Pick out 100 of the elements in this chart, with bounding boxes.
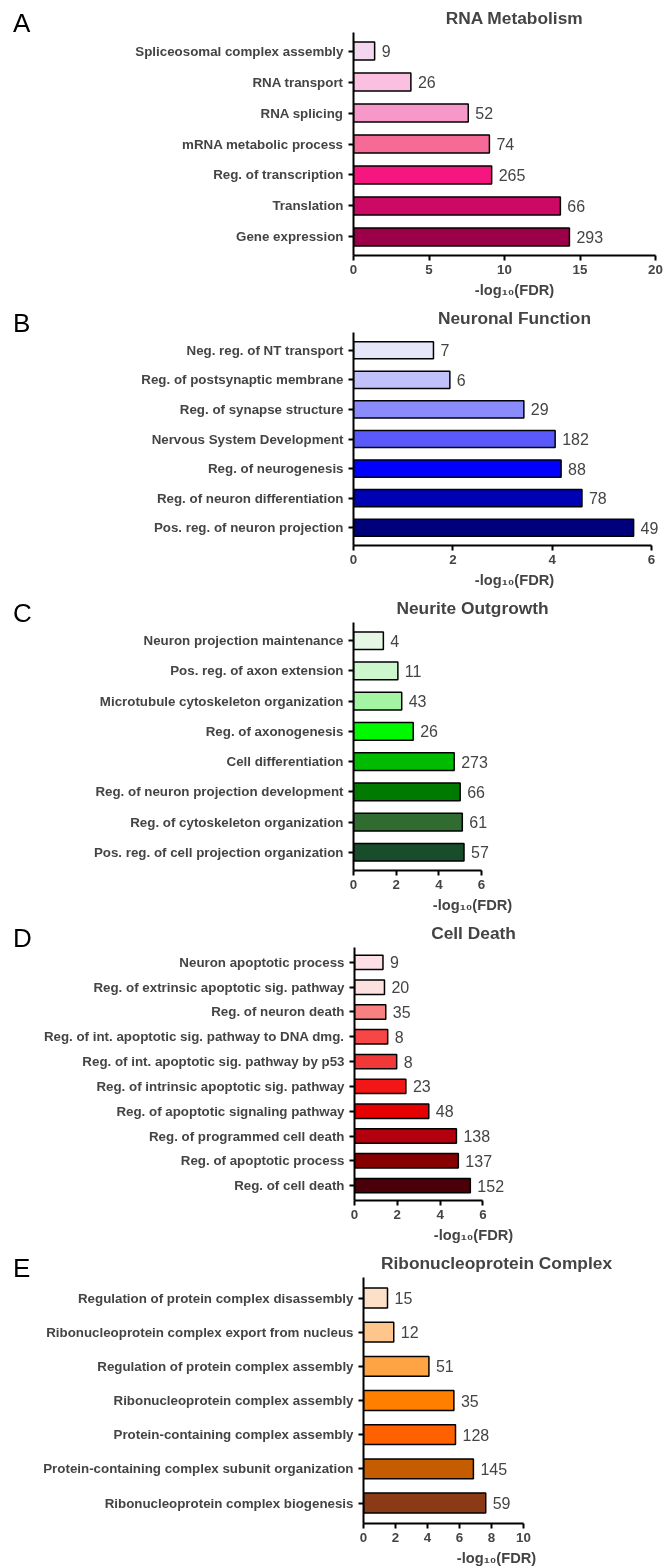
y-tick-label: Protein-containing complex assembly bbox=[113, 1427, 355, 1443]
y-tick-label: Reg. of neurogenesis bbox=[207, 461, 344, 477]
y-tick-label: Protein-containing complex subunit organization bbox=[43, 1461, 354, 1477]
x-tick-label: 4 bbox=[436, 1206, 445, 1222]
text: B bbox=[13, 307, 31, 340]
x-tick-label: 2 bbox=[391, 1529, 400, 1545]
annotation: 88 bbox=[568, 460, 587, 478]
y-tick-label: Regulation of protein complex assembly bbox=[97, 1358, 355, 1374]
x-tick-label: 4 bbox=[548, 551, 557, 567]
x-tick-label: 2 bbox=[392, 876, 400, 892]
x-tick-label: 10 bbox=[516, 1529, 531, 1545]
annotation: 59 bbox=[492, 1495, 511, 1512]
y-tick-label: Translation bbox=[272, 198, 344, 214]
y-tick-label: Reg. of apoptotic signaling pathway bbox=[116, 1103, 346, 1119]
y-tick-label: Ribonucleoprotein complex assembly bbox=[113, 1393, 355, 1408]
x-tick-label: 0 bbox=[349, 261, 358, 277]
x-tick-label: 5 bbox=[425, 261, 434, 277]
y-tick-label: Pos. reg. of cell projection organization bbox=[93, 844, 344, 860]
y-tick-label: Reg. of int. apoptotic sig. pathway by p53 bbox=[82, 1054, 345, 1070]
annotation: 8 bbox=[394, 1028, 404, 1046]
y-tick-label: Cell differentiation bbox=[226, 754, 344, 770]
annotation: 15 bbox=[394, 1290, 413, 1307]
annotation: 12 bbox=[400, 1324, 419, 1342]
y-tick-label: Reg. of synapse structure bbox=[179, 401, 344, 417]
annotation: 9 bbox=[389, 954, 399, 972]
annotation: 26 bbox=[420, 723, 439, 741]
annotation: 43 bbox=[408, 693, 427, 711]
annotation: 138 bbox=[463, 1128, 491, 1146]
y-tick-label: Neuron projection maintenance bbox=[143, 633, 344, 649]
y-tick-label: Pos. reg. of neuron projection bbox=[153, 520, 344, 536]
x-tick-label: 20 bbox=[648, 261, 663, 277]
chart-title: Ribonucleoprotein Complex bbox=[380, 1252, 613, 1273]
annotation: 51 bbox=[435, 1358, 454, 1376]
y-tick-label: Neg. reg. of NT transport bbox=[186, 342, 345, 358]
annotation: 128 bbox=[462, 1426, 490, 1444]
y-tick-label: mRNA metabolic process bbox=[182, 136, 344, 152]
y-tick-label: RNA transport bbox=[252, 74, 344, 90]
annotation: 8 bbox=[403, 1053, 413, 1071]
y-tick-label: Ribonucleoprotein complex biogenesis bbox=[104, 1495, 354, 1511]
y-tick-label: Reg. of apoptotic process bbox=[180, 1153, 345, 1169]
annotation: 26 bbox=[417, 74, 436, 92]
text: A bbox=[13, 7, 31, 40]
annotation: 293 bbox=[576, 228, 604, 246]
chart-title: RNA Metabolism bbox=[445, 7, 583, 28]
y-tick-label: Reg. of transcription bbox=[213, 167, 344, 183]
y-tick-label: Nervous System Development bbox=[151, 431, 345, 447]
x-tick-label: 0 bbox=[359, 1529, 368, 1545]
x-tick-label: 6 bbox=[477, 876, 486, 892]
annotation: 29 bbox=[530, 401, 549, 419]
y-tick-label: Reg. of intrinsic apoptotic sig. pathway bbox=[96, 1078, 346, 1094]
y-tick-label: Reg. of cytoskeleton organization bbox=[130, 814, 344, 830]
annotation: 57 bbox=[471, 844, 489, 862]
annotation: 66 bbox=[467, 783, 486, 801]
chart-title: Cell Death bbox=[431, 922, 516, 943]
x-tick-label: 2 bbox=[393, 1206, 402, 1222]
x-tick-label: 2 bbox=[449, 551, 457, 567]
y-tick-label: Reg. of axonogenesis bbox=[205, 723, 344, 739]
y-tick-label: Spliceosomal complex assembly bbox=[135, 43, 345, 59]
annotation: 9 bbox=[381, 43, 391, 61]
y-tick-label: Reg. of neuron differentiation bbox=[156, 490, 344, 506]
y-tick-label: Reg. of neuron death bbox=[211, 1004, 345, 1020]
x-axis-title: -log₁₀(FDR) bbox=[456, 1549, 537, 1566]
x-axis-title: -log₁₀(FDR) bbox=[433, 1226, 514, 1243]
annotation: 6 bbox=[456, 371, 466, 389]
x-tick-label: 4 bbox=[435, 876, 444, 892]
text: C bbox=[13, 597, 32, 630]
annotation: 182 bbox=[562, 431, 589, 448]
annotation: 35 bbox=[460, 1392, 479, 1410]
annotation: 74 bbox=[496, 136, 515, 153]
annotation: 137 bbox=[465, 1152, 493, 1170]
annotation: 52 bbox=[475, 105, 494, 123]
chart-title: Neuronal Function bbox=[437, 307, 592, 328]
x-tick-label: 6 bbox=[647, 551, 656, 567]
y-tick-label: Pos. reg. of axon extension bbox=[170, 663, 344, 679]
x-tick-label: 15 bbox=[572, 261, 588, 277]
annotation: 35 bbox=[392, 1003, 411, 1021]
annotation: 78 bbox=[588, 490, 607, 508]
y-tick-label: Ribonucleoprotein complex export from nucleus bbox=[46, 1324, 354, 1340]
y-tick-label: Regulation of protein complex disassembly bbox=[78, 1290, 355, 1306]
x-tick-label: 0 bbox=[350, 1206, 359, 1222]
x-tick-label: 0 bbox=[349, 876, 358, 892]
text: D bbox=[13, 922, 32, 955]
x-tick-label: 6 bbox=[455, 1529, 464, 1545]
y-tick-label: Reg. of cell death bbox=[234, 1178, 345, 1194]
annotation: 20 bbox=[391, 979, 410, 997]
y-tick-label: Reg. of postsynaptic membrane bbox=[141, 372, 344, 388]
annotation: 4 bbox=[390, 632, 400, 650]
y-tick-label: Reg. of neuron projection development bbox=[95, 784, 345, 800]
y-tick-label: Reg. of programmed cell death bbox=[148, 1128, 345, 1144]
y-tick-label: Microtubule cytoskeleton organization bbox=[99, 693, 344, 709]
x-tick-label: 6 bbox=[479, 1206, 487, 1222]
x-axis-title: -log₁₀(FDR) bbox=[474, 281, 555, 298]
annotation: 23 bbox=[412, 1078, 431, 1096]
annotation: 48 bbox=[435, 1103, 454, 1121]
chart-title: Neurite Outgrowth bbox=[396, 597, 549, 618]
annotation: 273 bbox=[461, 753, 488, 771]
annotation: 11 bbox=[404, 662, 422, 680]
annotation: 152 bbox=[477, 1177, 505, 1195]
annotation: 265 bbox=[498, 166, 526, 184]
annotation: 66 bbox=[567, 197, 586, 215]
